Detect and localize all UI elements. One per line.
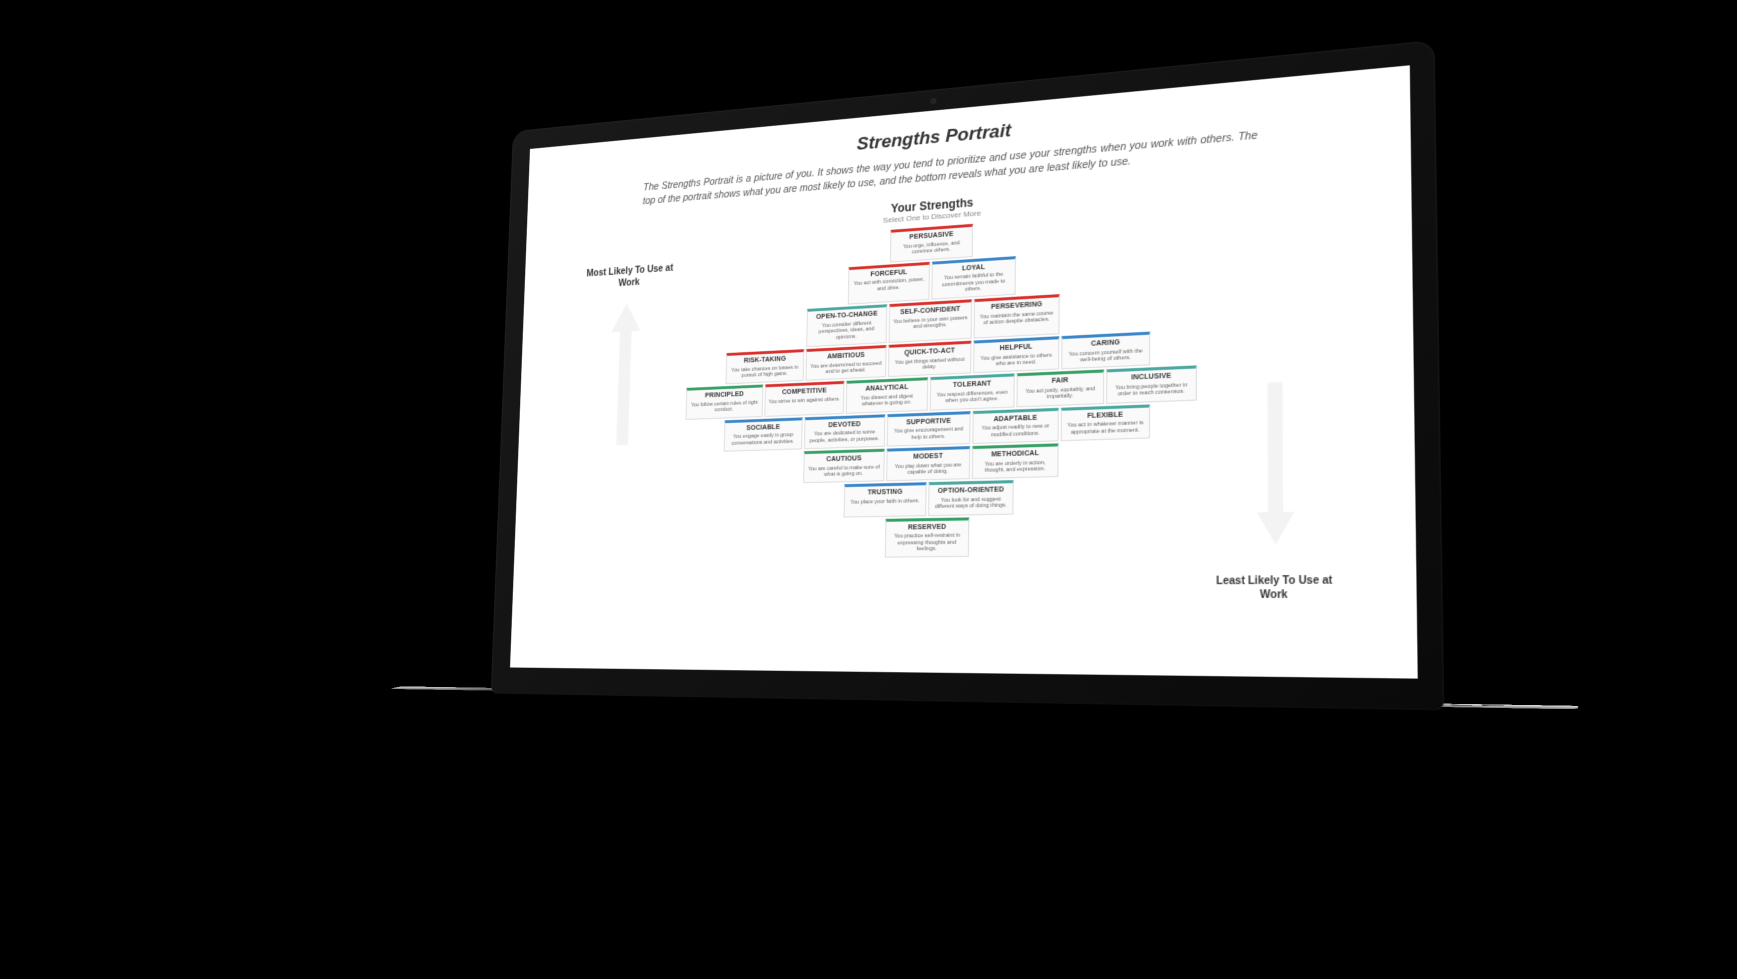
strength-card[interactable]: PERSUASIVEYou urge, influence, and convi… <box>889 224 972 262</box>
strength-card[interactable]: MODESTYou play down what you are capable… <box>886 446 970 481</box>
strength-card[interactable]: RISK-TAKINGYou take chances on losses in… <box>725 349 804 384</box>
strength-card-title: CARING <box>1065 337 1146 349</box>
strength-card[interactable]: SELF-CONFIDENTYou believe in your own po… <box>888 299 972 342</box>
strength-card-desc: You are dedicated to some people, activi… <box>807 429 881 444</box>
strength-card-title: RISK-TAKING <box>729 355 800 366</box>
strength-card-desc: You give assistance to others who are in… <box>977 352 1055 368</box>
strength-card[interactable]: ADAPTABLEYou adjust readily to new or mo… <box>972 407 1059 444</box>
strength-card-title: TRUSTING <box>847 488 922 497</box>
strength-card-desc: You take chances on losses in pursuit of… <box>729 364 800 379</box>
strength-card[interactable]: INCLUSIVEYou bring people together in or… <box>1106 365 1197 403</box>
strength-card-desc: You are orderly in action, thought, and … <box>975 459 1054 474</box>
strength-card-title: TOLERANT <box>933 379 1010 390</box>
strength-card-desc: You maintain the same course of action d… <box>977 310 1055 327</box>
strength-card[interactable]: DEVOTEDYou are dedicated to some people,… <box>803 413 884 448</box>
page-gutter-right <box>1366 65 1417 678</box>
strength-card-title: SELF-CONFIDENT <box>892 305 967 317</box>
strength-card[interactable]: FAIRYou act justly, equitably, and impar… <box>1016 369 1104 406</box>
strength-card-title: QUICK-TO-ACT <box>892 346 968 357</box>
arrow-down-icon <box>1256 378 1294 549</box>
webcam-icon <box>930 97 936 103</box>
laptop-screen: Strengths Portrait The Strengths Portrai… <box>510 65 1418 678</box>
strength-card[interactable]: METHODICALYou are orderly in action, tho… <box>971 443 1058 479</box>
strength-card-title: FLEXIBLE <box>1064 410 1145 421</box>
strength-card-title: MODEST <box>890 452 966 462</box>
strength-card-desc: You respect differences, even when you d… <box>933 389 1010 405</box>
strength-card-title: AMBITIOUS <box>809 351 882 362</box>
strength-card-desc: You give encouragement and help to other… <box>890 426 966 441</box>
strength-card-title: PERSEVERING <box>977 300 1055 312</box>
strength-card[interactable]: RESERVEDYou practice self-restraint in e… <box>884 516 969 557</box>
strength-card[interactable]: AMBITIOUSYou are determined to succeed a… <box>805 344 886 380</box>
strength-card[interactable]: SOCIABLEYou engage easily in group conve… <box>723 417 802 452</box>
strength-card[interactable]: SUPPORTIVEYou give encouragement and hel… <box>886 410 970 446</box>
strength-card-title: OPTION-ORIENTED <box>932 486 1009 495</box>
strength-card-title: FAIR <box>1020 376 1099 387</box>
strength-card[interactable]: ANALYTICALYou dissect and digest whateve… <box>845 377 928 413</box>
strength-card[interactable]: LOYALYou remain faithful to the commitme… <box>931 255 1016 299</box>
strength-card-desc: You are careful to make sure of what is … <box>806 464 880 478</box>
strength-card-desc: You are determined to succeed and to get… <box>809 360 882 376</box>
strength-card-title: SUPPORTIVE <box>890 416 966 426</box>
strength-card-desc: You dissect and digest whatever is going… <box>849 393 924 408</box>
strength-card-desc: You adjust readily to new or modified co… <box>976 423 1054 438</box>
strength-card[interactable]: CARINGYou concern yourself with the well… <box>1061 331 1150 369</box>
strength-card-desc: You place your faith in others. <box>847 498 922 506</box>
strength-card[interactable]: OPEN-TO-CHANGEYou consider different per… <box>806 304 887 347</box>
strength-card-title: SOCIABLE <box>727 422 798 432</box>
strength-card-desc: You act in whatever manner is appropriat… <box>1064 420 1145 436</box>
strength-card-title: CAUTIOUS <box>807 454 881 464</box>
strength-card[interactable]: PRINCIPLEDYou follow certain rules of ri… <box>685 384 763 419</box>
strength-card-desc: You practice self-restraint in expressin… <box>888 532 964 552</box>
strength-card-desc: You strive to win against others. <box>768 396 840 405</box>
strength-card[interactable]: HELPFULYou give assistance to others who… <box>973 336 1059 373</box>
app-page: Strengths Portrait The Strengths Portrai… <box>510 65 1418 678</box>
strength-card[interactable]: QUICK-TO-ACTYou get things started witho… <box>887 340 971 377</box>
strength-card-title: DEVOTED <box>808 419 881 429</box>
strength-card-desc: You remain faithful to the commitments y… <box>935 271 1012 294</box>
label-least-likely: Least Likely To Use at Work <box>1213 574 1336 602</box>
strength-card[interactable]: TOLERANTYou respect differences, even wh… <box>929 373 1014 410</box>
strength-card-desc: You follow certain rules of right conduc… <box>689 399 759 414</box>
laptop-mockup: Strengths Portrait The Strengths Portrai… <box>69 40 1669 940</box>
strength-card-title: METHODICAL <box>976 449 1054 459</box>
strengths-diamond: Most Likely To Use at Work Least Likely … <box>553 196 1359 646</box>
strength-card-title: INCLUSIVE <box>1110 372 1192 383</box>
strength-card[interactable]: CAUTIOUSYou are careful to make sure of … <box>803 448 885 483</box>
laptop-ports-icon <box>1388 703 1503 705</box>
strength-card-desc: You act justly, equitably, and impartial… <box>1020 385 1100 401</box>
strength-card[interactable]: COMPETITIVEYou strive to win against oth… <box>764 381 844 416</box>
strength-card[interactable]: FORCEFULYou act with conviction, power, … <box>847 261 929 304</box>
strength-card-title: HELPFUL <box>977 342 1055 353</box>
strength-card-desc: You consider different perspectives, ide… <box>809 320 882 342</box>
strength-card-desc: You look for and suggest different ways … <box>932 496 1009 510</box>
strength-card-desc: You play down what you are capable of do… <box>890 461 966 476</box>
strength-card-title: COMPETITIVE <box>768 387 840 397</box>
strength-card-desc: You believe in your own powers and stren… <box>892 315 967 331</box>
strength-card-title: ANALYTICAL <box>849 383 923 394</box>
strength-card[interactable]: TRUSTINGYou place your faith in others. <box>843 482 926 517</box>
strength-card[interactable]: PERSEVERINGYou maintain the same course … <box>973 294 1059 338</box>
strength-card[interactable]: OPTION-ORIENTEDYou look for and suggest … <box>928 480 1014 515</box>
strength-card-desc: You concern yourself with the well-being… <box>1065 347 1146 364</box>
strength-card-title: RESERVED <box>889 523 965 532</box>
strength-card-desc: You engage easily in group conversations… <box>727 432 798 446</box>
strength-card-title: LOYAL <box>935 262 1011 274</box>
strength-card-title: ADAPTABLE <box>976 413 1054 424</box>
strength-card-title: PRINCIPLED <box>689 390 759 400</box>
strength-card[interactable]: FLEXIBLEYou act in whatever manner is ap… <box>1060 404 1149 441</box>
strength-card-desc: You get things started without delay. <box>891 356 967 372</box>
strength-card-desc: You bring people together in order to re… <box>1110 382 1192 398</box>
laptop-bezel: Strengths Portrait The Strengths Portrai… <box>490 39 1443 709</box>
